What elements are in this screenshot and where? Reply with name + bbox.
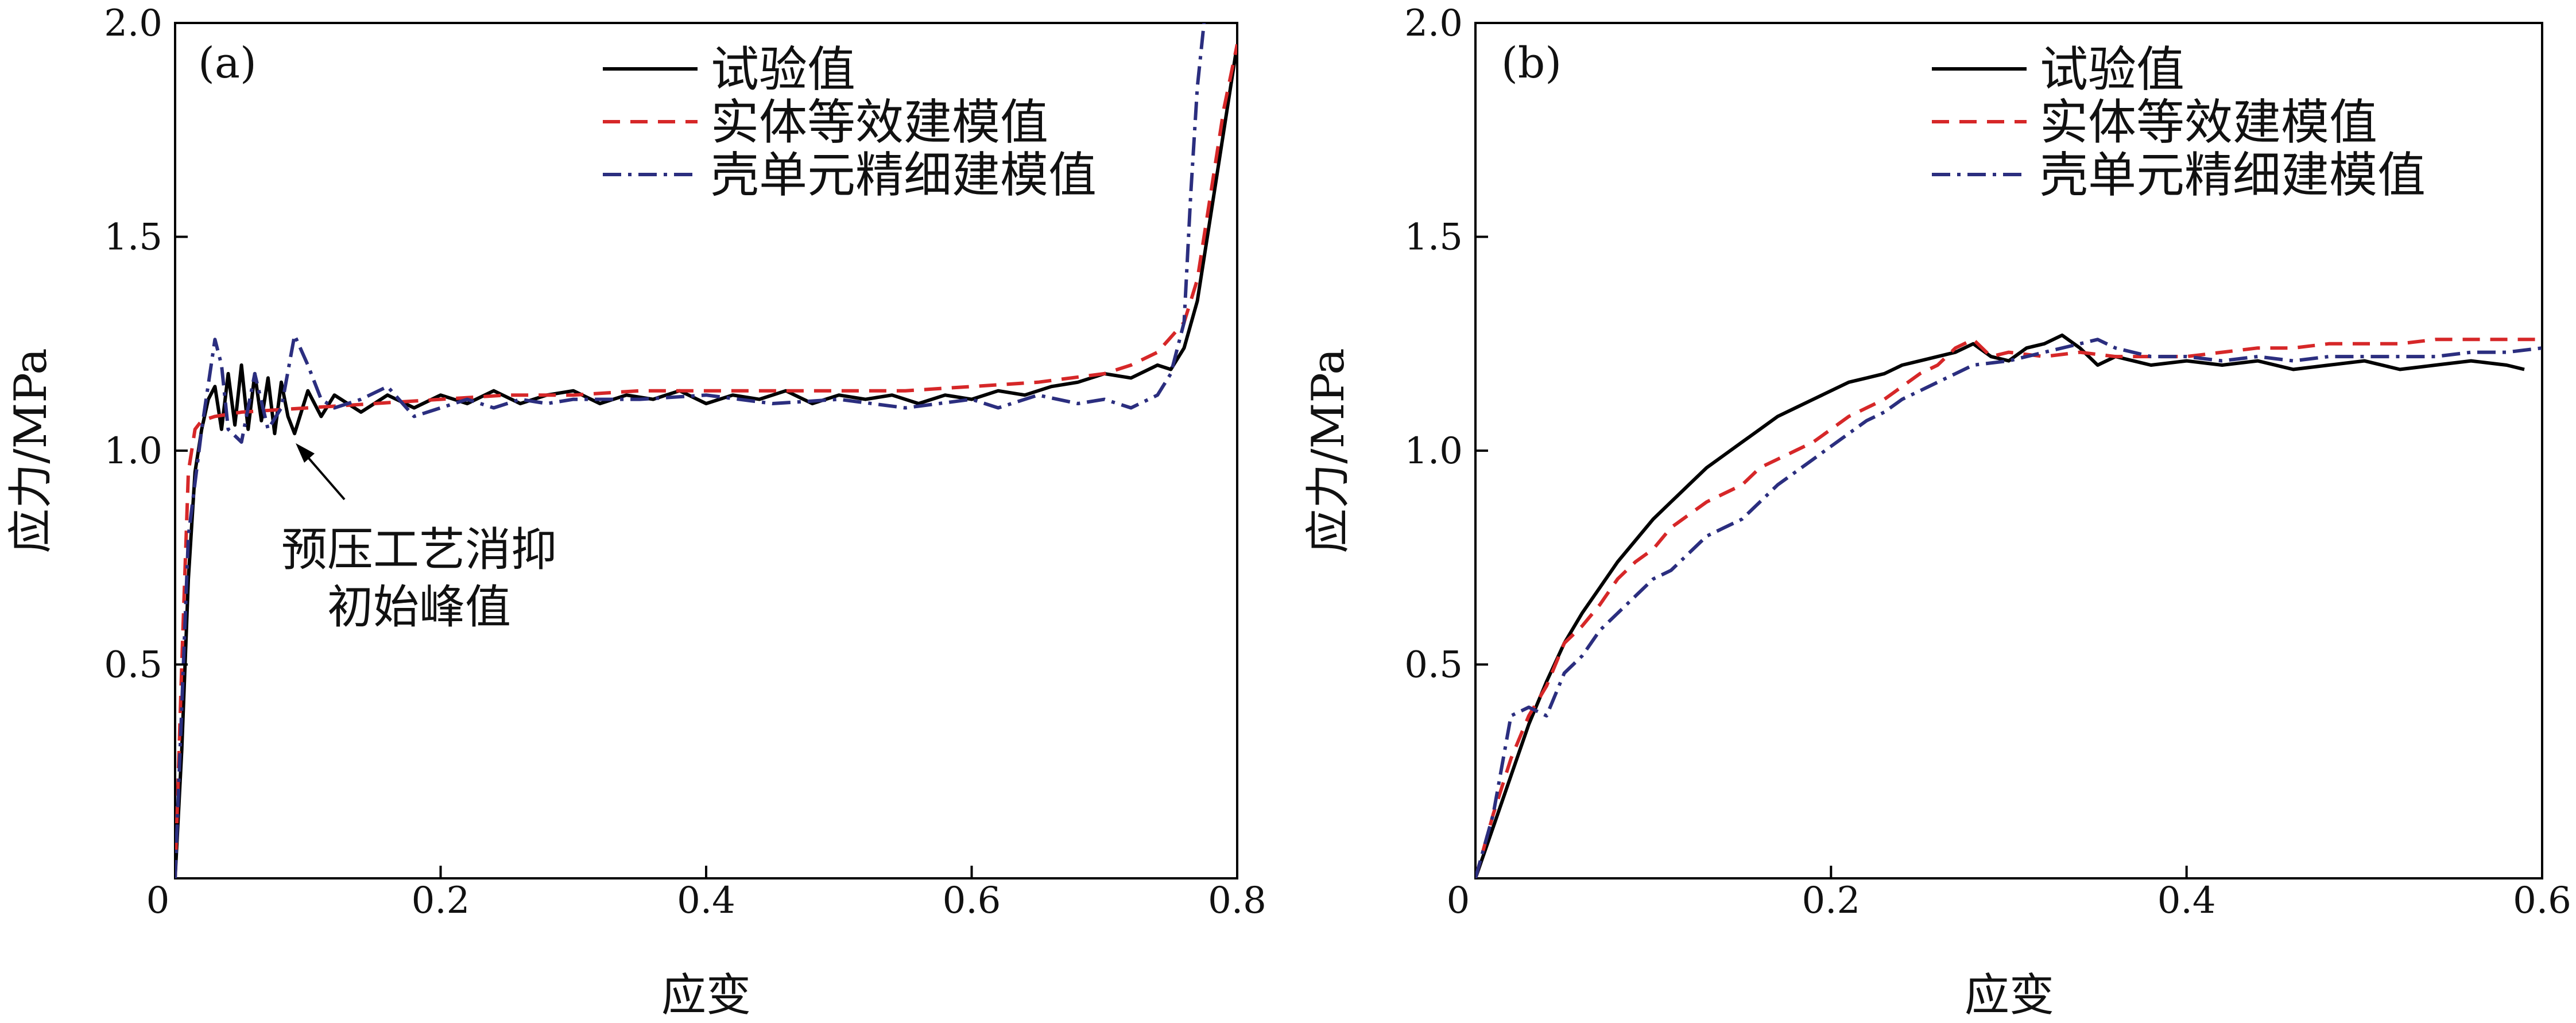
x-tick-label-b-3: 0.6 [2513, 879, 2571, 922]
legend-label-b-0: 试验值 [2040, 41, 2184, 98]
x-tick-label-b-0: 0 [1447, 879, 1470, 922]
y-tick-label-b-1: 1.0 [1404, 430, 1463, 472]
y-tick-label-a-3: 2.0 [104, 2, 162, 45]
y-tick-label-b-2: 1.5 [1404, 216, 1463, 259]
series-line-b-0 [1475, 333, 2525, 878]
legend-b: 试验值 实体等效建模值 壳单元精细建模值 [1932, 41, 2426, 203]
x-tick-label-a-2: 0.4 [677, 879, 735, 922]
x-axis-label-a: 应变 [661, 970, 751, 1021]
y-tick-label-a-1: 1.0 [104, 430, 162, 472]
x-tick-label-a-1: 0.2 [412, 879, 470, 922]
y-tick-label-a-0: 0.5 [104, 644, 162, 687]
y-tick-label-b-3: 2.0 [1404, 2, 1463, 45]
legend-label-b-1: 实体等效建模值 [2040, 94, 2377, 150]
annotation-line-1: 预压工艺消抑 [281, 523, 557, 576]
y-tick-label-a-2: 1.5 [104, 216, 162, 259]
chart-panel-b: 0 0.2 0.4 0.6 0.5 1.0 1.5 2.0 (b) 应变 应力/MPa 试验值… [1303, 2, 2571, 1021]
annotation-a: 预压工艺消抑 初始峰值 [281, 443, 557, 634]
x-tick-label-a-4: 0.8 [1208, 879, 1266, 922]
legend-label-a-0: 试验值 [711, 41, 855, 98]
y-tick-label-b-0: 0.5 [1404, 644, 1463, 687]
x-tick-label-a-3: 0.6 [943, 879, 1001, 922]
legend-label-a-2: 壳单元精细建模值 [711, 147, 1097, 203]
series-group-b [1475, 333, 2542, 878]
x-tick-label-b-1: 0.2 [1802, 879, 1860, 922]
tick-group-b: 0 0.2 0.4 0.6 0.5 1.0 1.5 2.0 [1404, 2, 2571, 922]
series-line-a-2 [175, 23, 1206, 878]
x-tick-label-b-2: 0.4 [2157, 879, 2216, 922]
panel-label-a: (a) [198, 38, 257, 88]
legend-label-a-1: 实体等效建模值 [711, 94, 1048, 150]
chart-panel-a: 0 0.2 0.4 0.6 0.80.51.01.52.0 (a) 应变 应力/MPa … [5, 2, 1266, 1021]
y-axis-label-b: 应力/MPa [1303, 348, 1354, 553]
series-line-a-1 [175, 44, 1237, 878]
series-line-b-2 [1475, 338, 2542, 878]
x-tick-label-a-0: 0 [146, 879, 170, 922]
annotation-line-2: 初始峰值 [327, 580, 511, 634]
annotation-arrow-head [296, 443, 315, 463]
legend-label-b-2: 壳单元精细建模值 [2040, 147, 2426, 203]
series-line-b-1 [1475, 338, 2542, 878]
x-axis-label-b: 应变 [1965, 970, 2054, 1021]
panel-label-b: (b) [1501, 38, 1562, 88]
y-axis-label-a: 应力/MPa [5, 348, 57, 553]
tick-group-a: 0 0.2 0.4 0.6 0.8 0.5 1.0 1.5 2.0 [104, 2, 1266, 922]
legend-a: 试验值 实体等效建模值 壳单元精细建模值 [603, 41, 1097, 203]
series-group-a [175, 23, 1237, 878]
